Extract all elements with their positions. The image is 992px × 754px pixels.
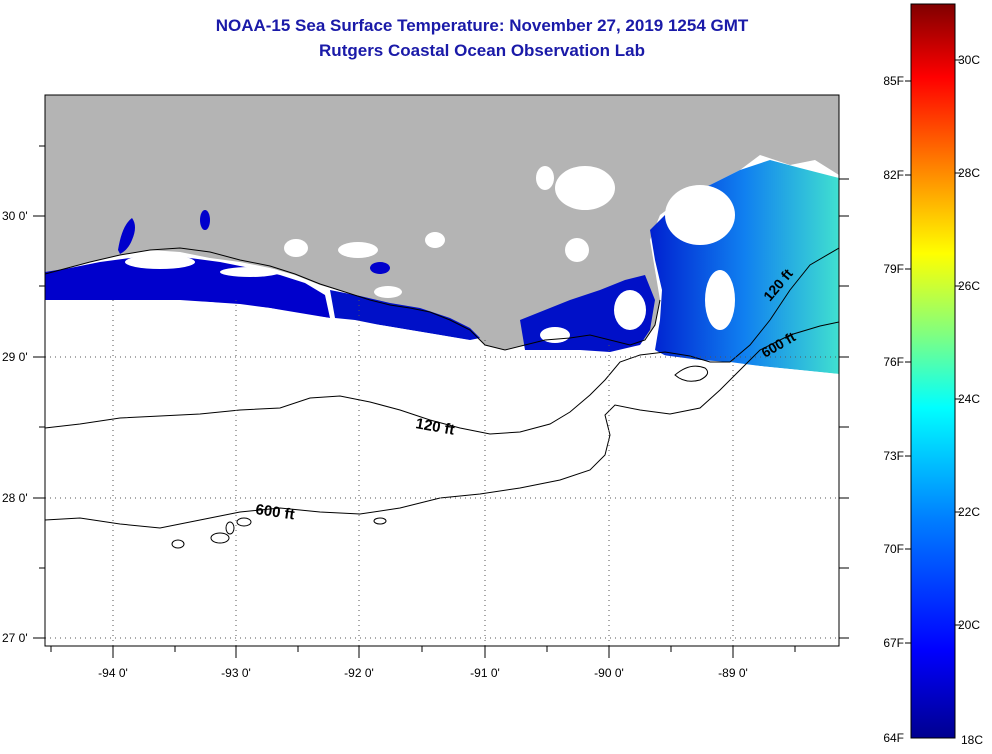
- sst-central-water: [330, 290, 480, 340]
- colorbar-c-label: 20C: [958, 618, 980, 632]
- colorbar-f-label: 82F: [883, 168, 904, 182]
- colorbar-c-label: 26C: [958, 279, 980, 293]
- colorbar-c-label: 22C: [958, 505, 980, 519]
- colorbar: [910, 3, 956, 739]
- no-data-region: [45, 300, 839, 646]
- colorbar-f-label: 76F: [883, 355, 904, 369]
- lon-label: -91 0': [470, 666, 500, 680]
- contour-120ft: [45, 247, 839, 435]
- lat-label: 30 0': [2, 209, 28, 223]
- graticule: [45, 300, 839, 646]
- inland-sst-patches: [118, 210, 390, 274]
- map-frame: [44, 94, 840, 647]
- colorbar-f-label: 79F: [883, 262, 904, 276]
- map-subtitle: Rutgers Coastal Ocean Observation Lab: [319, 41, 645, 60]
- lat-label: 29 0': [2, 350, 28, 364]
- lon-label: -93 0': [221, 666, 251, 680]
- colorbar-f-label: 70F: [883, 542, 904, 556]
- colorbar-f-label: 73F: [883, 449, 904, 463]
- colorbar-c-label: 28C: [958, 166, 980, 180]
- colorbar-c-label: 18C: [961, 733, 983, 747]
- lat-label: 28 0': [2, 491, 28, 505]
- lon-label: -94 0': [98, 666, 128, 680]
- colorbar-f-label: 64F: [883, 731, 904, 745]
- lon-label: -89 0': [718, 666, 748, 680]
- contour-600ft: [45, 321, 839, 529]
- contour-120ft-loop: [674, 365, 709, 382]
- colorbar-ticks: [905, 59, 961, 644]
- contour-label-120ft: 120 ft: [414, 415, 456, 439]
- contour-600ft-islands: [171, 517, 387, 549]
- colorbar-f-label: 85F: [883, 74, 904, 88]
- coastline: [45, 247, 661, 351]
- map-title: NOAA-15 Sea Surface Temperature: Novembe…: [215, 16, 749, 35]
- axis-ticks: [33, 145, 849, 658]
- lon-label: -90 0': [594, 666, 624, 680]
- lon-label: -92 0': [344, 666, 374, 680]
- cloud-patches: [125, 166, 735, 343]
- contour-label-600ft: 600 ft: [254, 501, 295, 523]
- colorbar-c-label: 30C: [958, 53, 980, 67]
- lat-label: 27 0': [2, 631, 28, 645]
- colorbar-f-label: 67F: [883, 636, 904, 650]
- colorbar-c-label: 24C: [958, 392, 980, 406]
